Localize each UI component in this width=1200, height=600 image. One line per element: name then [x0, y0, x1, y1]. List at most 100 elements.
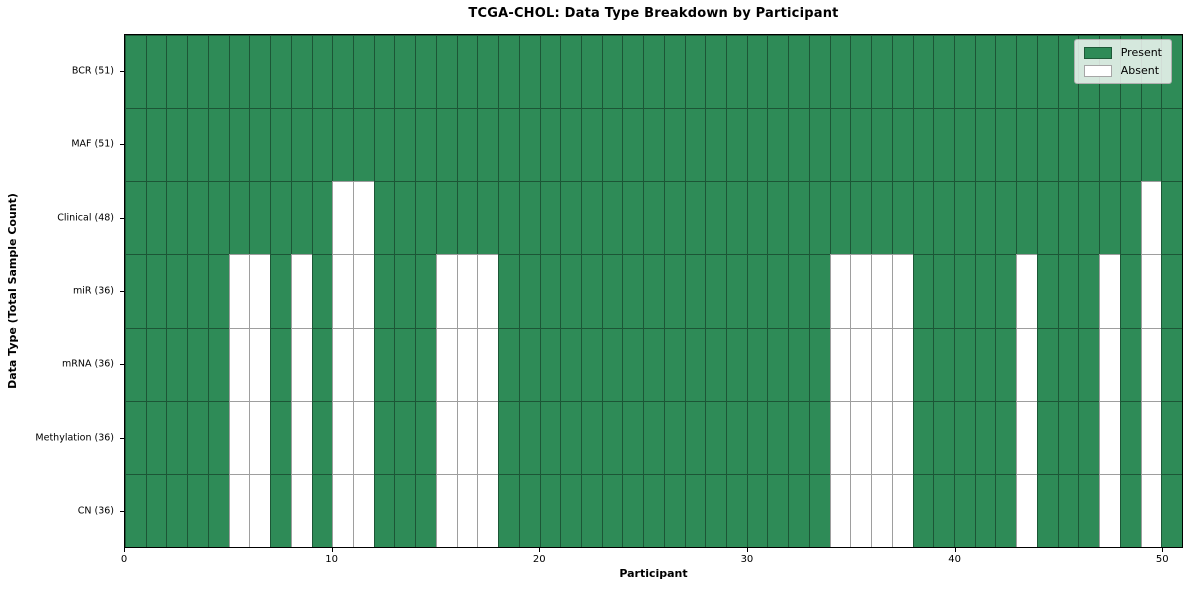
heatmap-cell — [1099, 400, 1120, 474]
heatmap-cell — [311, 254, 333, 328]
heatmap-cell — [1140, 108, 1162, 182]
heatmap-cell — [207, 254, 229, 328]
x-tick-mark — [331, 548, 333, 552]
legend-item: Present — [1083, 46, 1162, 59]
heatmap-cell — [270, 327, 291, 401]
heatmap-cell — [125, 35, 146, 109]
heatmap-cell — [829, 327, 851, 401]
heatmap-cell — [580, 327, 602, 401]
heatmap-cell — [643, 254, 664, 328]
heatmap-cell — [187, 181, 208, 255]
heatmap-cell — [622, 108, 644, 182]
heatmap-cell — [456, 108, 478, 182]
heatmap-cell — [808, 35, 830, 109]
heatmap-cell — [974, 35, 996, 109]
x-tick-mark — [1162, 548, 1164, 552]
heatmap-cell — [746, 181, 768, 255]
heatmap-cell — [290, 400, 312, 474]
heatmap-cell — [871, 254, 892, 328]
heatmap-cell — [249, 327, 271, 401]
heatmap-cell — [1057, 473, 1079, 547]
heatmap-cell — [726, 400, 747, 474]
heatmap-cell — [373, 400, 395, 474]
heatmap-cell — [746, 108, 768, 182]
heatmap-cell — [145, 181, 167, 255]
heatmap-cell — [767, 400, 789, 474]
heatmap-cell — [829, 254, 851, 328]
heatmap-cell — [954, 400, 975, 474]
heatmap-cell — [829, 473, 851, 547]
legend-item: Absent — [1083, 64, 1162, 77]
heatmap-cell — [995, 254, 1017, 328]
heatmap-cell — [125, 473, 146, 547]
heatmap-cell — [705, 327, 727, 401]
heatmap-cell — [1099, 108, 1120, 182]
heatmap-cell — [125, 400, 146, 474]
heatmap-cell — [166, 254, 188, 328]
heatmap-cell — [332, 108, 353, 182]
y-tick-label: BCR (51) — [71, 65, 114, 77]
heatmap-cell — [373, 35, 395, 109]
x-tick-label: 40 — [948, 554, 961, 565]
heatmap-cell — [684, 400, 706, 474]
heatmap-cell — [560, 400, 581, 474]
heatmap-cell — [684, 473, 706, 547]
heatmap-cell — [705, 254, 727, 328]
heatmap-cell — [249, 181, 271, 255]
heatmap-cell — [125, 108, 146, 182]
heatmap-cell — [1161, 181, 1182, 255]
heatmap-cell — [518, 108, 540, 182]
heatmap-cell — [394, 35, 416, 109]
heatmap-cell — [415, 327, 436, 401]
heatmap-cell — [954, 35, 975, 109]
heatmap-cell — [663, 181, 685, 255]
heatmap-cell — [1036, 400, 1058, 474]
heatmap-cell — [373, 327, 395, 401]
x-tick-mark — [954, 548, 956, 552]
heatmap-cell — [518, 254, 540, 328]
heatmap-cell — [311, 473, 333, 547]
heatmap-cell — [974, 181, 996, 255]
heatmap-cell — [456, 254, 478, 328]
heatmap-cell — [1119, 400, 1141, 474]
heatmap-cell — [290, 327, 312, 401]
heatmap-cell — [788, 400, 809, 474]
heatmap-cell — [207, 400, 229, 474]
y-axis-ticks: BCR (51) MAF (51) Clinical (48) miR (36) mRN… — [0, 34, 124, 548]
heatmap-cell — [456, 400, 478, 474]
heatmap-cell — [829, 108, 851, 182]
legend-item-label: Absent — [1120, 64, 1160, 77]
heatmap-cell — [539, 327, 561, 401]
heatmap-cell — [663, 108, 685, 182]
heatmap-cell — [560, 327, 581, 401]
heatmap-grid — [125, 35, 1182, 547]
heatmap-cell — [1078, 181, 1100, 255]
x-axis-label: Participant — [619, 567, 688, 580]
heatmap-cell — [435, 108, 457, 182]
heatmap-cell — [228, 327, 250, 401]
heatmap-cell — [228, 181, 250, 255]
heatmap-cell — [435, 400, 457, 474]
heatmap-cell — [249, 35, 271, 109]
heatmap-cell — [249, 254, 271, 328]
heatmap-cell — [270, 108, 291, 182]
heatmap-cell — [415, 108, 436, 182]
heatmap-cell — [394, 254, 416, 328]
heatmap-cell — [850, 473, 872, 547]
heatmap-cell — [746, 35, 768, 109]
heatmap-cell — [166, 181, 188, 255]
heatmap-cell — [1161, 327, 1182, 401]
heatmap-cell — [498, 327, 519, 401]
heatmap-cell — [332, 254, 353, 328]
heatmap-cell — [767, 108, 789, 182]
heatmap-cell — [145, 400, 167, 474]
heatmap-cell — [394, 108, 416, 182]
heatmap-cell — [477, 327, 499, 401]
heatmap-cell — [684, 327, 706, 401]
heatmap-cell — [891, 473, 913, 547]
heatmap-cell — [332, 473, 353, 547]
heatmap-cell — [456, 181, 478, 255]
y-tick-mark — [120, 217, 124, 219]
heatmap-cell — [808, 108, 830, 182]
heatmap-cell — [808, 400, 830, 474]
